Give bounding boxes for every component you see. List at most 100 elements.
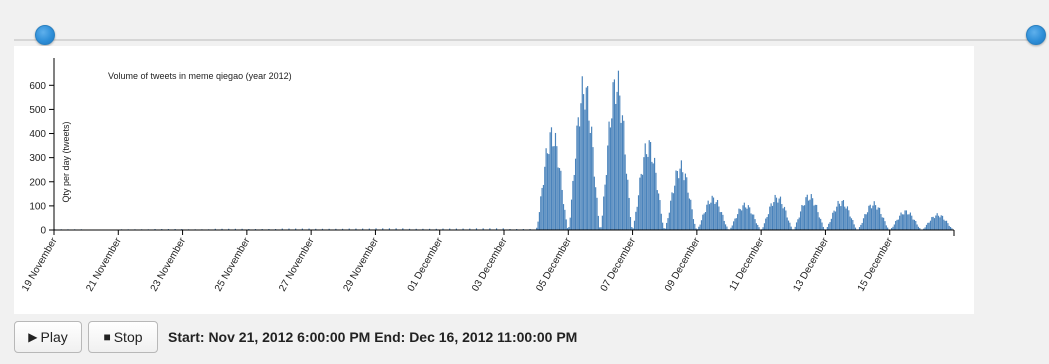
bar: [949, 227, 952, 230]
bar: [408, 228, 411, 230]
bar: [853, 224, 855, 230]
bar: [822, 226, 824, 230]
bar: [502, 228, 504, 230]
bar: [884, 221, 886, 230]
bar: [698, 226, 700, 230]
bar: [684, 173, 686, 230]
bar: [849, 216, 851, 230]
bar: [495, 228, 498, 230]
x-tick-label: 01 December: [406, 235, 446, 293]
bar: [611, 118, 613, 230]
bar: [826, 227, 828, 230]
bar: [355, 228, 357, 230]
bar: [951, 228, 953, 230]
bar: [605, 175, 607, 230]
bar: [388, 228, 391, 230]
bar: [801, 204, 803, 230]
bar: [541, 187, 543, 230]
bar: [848, 210, 850, 230]
bar: [295, 228, 297, 230]
bar: [767, 214, 770, 230]
bar: [877, 207, 879, 230]
stop-button[interactable]: ■ Stop: [88, 321, 158, 353]
bar: [561, 189, 563, 230]
bar: [917, 226, 920, 230]
play-button[interactable]: ▶ Play: [14, 321, 82, 353]
bar: [739, 209, 741, 230]
range-slider-track[interactable]: [14, 39, 1034, 41]
bar: [584, 109, 586, 230]
bar: [743, 202, 745, 230]
bar: [620, 122, 622, 230]
bar: [707, 200, 709, 230]
bar: [680, 160, 682, 230]
bar: [778, 198, 780, 230]
bar: [214, 228, 216, 230]
bar: [891, 228, 893, 230]
bar: [913, 219, 916, 230]
bar: [604, 184, 606, 230]
bar: [925, 224, 928, 230]
bar: [706, 204, 708, 230]
bar: [489, 228, 491, 230]
bar: [806, 194, 808, 230]
bar: [629, 217, 632, 230]
bar: [746, 208, 748, 230]
bar: [919, 228, 921, 230]
bar: [608, 121, 610, 230]
x-tick-label: 19 November: [20, 235, 60, 293]
y-tick-label: 100: [29, 201, 46, 212]
bar: [628, 197, 630, 230]
bar: [435, 228, 437, 230]
range-slider-end-handle[interactable]: [1026, 25, 1046, 45]
bar: [682, 172, 684, 230]
bar: [554, 132, 557, 230]
bar: [896, 219, 898, 230]
bar: [931, 217, 933, 230]
bar: [786, 217, 788, 230]
bar: [941, 215, 944, 230]
bar: [948, 225, 950, 230]
bar: [814, 204, 816, 230]
bar: [362, 228, 364, 230]
bar: [924, 227, 926, 230]
stop-label: Stop: [113, 329, 143, 345]
bar: [617, 70, 620, 230]
bar: [449, 228, 451, 230]
bar: [907, 214, 909, 230]
bar: [755, 223, 757, 230]
bar: [308, 228, 310, 230]
bar: [873, 201, 875, 230]
bar: [933, 218, 936, 230]
bar: [893, 224, 895, 230]
bar: [644, 143, 646, 230]
bar: [711, 195, 713, 230]
y-tick-label: 500: [29, 105, 46, 116]
bar: [627, 179, 629, 230]
bar: [599, 227, 601, 230]
bar: [641, 174, 644, 230]
bar: [552, 146, 554, 230]
bar: [840, 206, 842, 230]
bar: [536, 227, 538, 230]
bar: [804, 205, 806, 230]
bar: [753, 214, 755, 230]
bar: [455, 228, 457, 230]
bar: [633, 220, 636, 230]
bar: [580, 103, 582, 230]
bar: [897, 219, 899, 230]
bar: [899, 215, 901, 230]
bar: [852, 220, 854, 230]
bar: [936, 213, 938, 230]
bar: [876, 209, 878, 230]
bar: [609, 127, 611, 230]
bar: [881, 217, 883, 230]
bar: [579, 126, 581, 230]
bar: [870, 208, 873, 230]
range-slider-start-handle[interactable]: [35, 25, 55, 45]
bar: [601, 215, 603, 230]
bar: [722, 214, 724, 230]
bar: [544, 166, 546, 230]
bar: [662, 222, 664, 230]
bar: [741, 210, 743, 230]
